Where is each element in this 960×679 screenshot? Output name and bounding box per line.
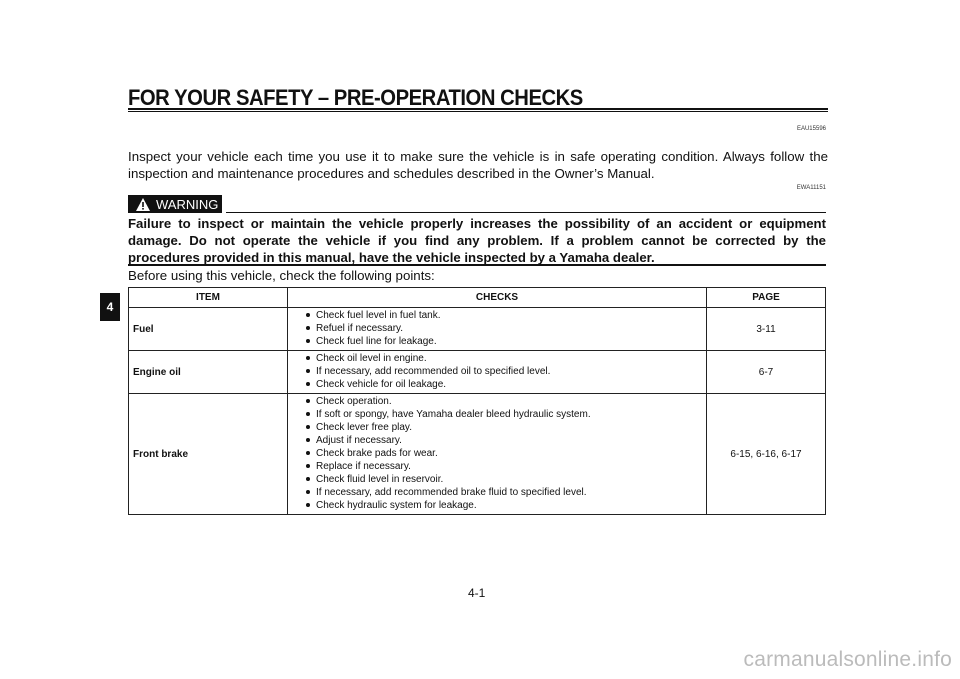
warning-label-text: WARNING [156,196,219,212]
warning-label: WARNING [128,195,222,213]
watermark: carmanualsonline.info [743,648,952,671]
section-code: EAU15596 [796,126,826,132]
warning-end-rule [128,264,826,266]
page-title: FOR YOUR SAFETY – PRE-OPERATION CHECKS [128,85,583,110]
check-item: Check brake pads for wear. [306,447,702,460]
page-cell: 6-7 [706,350,826,394]
page-cell: 3-11 [706,307,826,351]
warning-text: Failure to inspect or maintain the vehic… [128,216,826,265]
table-row: Engine oil Check oil level in engine. If n… [128,350,826,394]
check-item: Check fluid level in reservoir. [306,473,702,486]
check-item: Check fuel line for leakage. [306,335,702,348]
header-item: ITEM [128,287,288,308]
check-item: Replace if necessary. [306,460,702,473]
check-item: Refuel if necessary. [306,322,702,335]
check-item: If necessary, add recommended brake flui… [306,486,702,499]
header-page: PAGE [706,287,826,308]
intro-paragraph: Inspect your vehicle each time you use i… [128,149,828,181]
header-checks: CHECKS [287,287,707,308]
check-item: If soft or spongy, have Yamaha dealer bl… [306,408,702,421]
warning-code: EWA11151 [796,185,826,191]
check-item: Check fuel level in fuel tank. [306,309,702,322]
checklist-intro: Before using this vehicle, check the fol… [128,268,435,283]
check-item: If necessary, add recommended oil to spe… [306,365,702,378]
table-row: Fuel Check fuel level in fuel tank. Refuel… [128,307,826,351]
check-item: Check operation. [306,395,702,408]
item-cell: Front brake [128,393,288,515]
check-item: Check vehicle for oil leakage. [306,378,702,391]
check-item: Adjust if necessary. [306,434,702,447]
warning-rule [226,212,826,213]
checks-cell: Check oil level in engine. If necessary, … [287,350,707,394]
page-number: 4-1 [468,586,486,600]
checks-cell: Check fuel level in fuel tank. Refuel if … [287,307,707,351]
title-rule [128,108,828,110]
warning-triangle-icon [136,197,150,211]
page-cell: 6-15, 6-16, 6-17 [706,393,826,515]
check-item: Check lever free play. [306,421,702,434]
checks-table: ITEM CHECKS PAGE Fuel Check fuel level in… [128,287,826,515]
check-item: Check oil level in engine. [306,352,702,365]
check-item: Check hydraulic system for leakage. [306,499,702,512]
item-cell: Fuel [128,307,288,351]
title-rule-thin [128,111,828,112]
item-cell: Engine oil [128,350,288,394]
table-row: Front brake Check operation. If soft or sp… [128,393,826,515]
checks-cell: Check operation. If soft or spongy, have … [287,393,707,515]
chapter-tab: 4 [100,293,120,321]
